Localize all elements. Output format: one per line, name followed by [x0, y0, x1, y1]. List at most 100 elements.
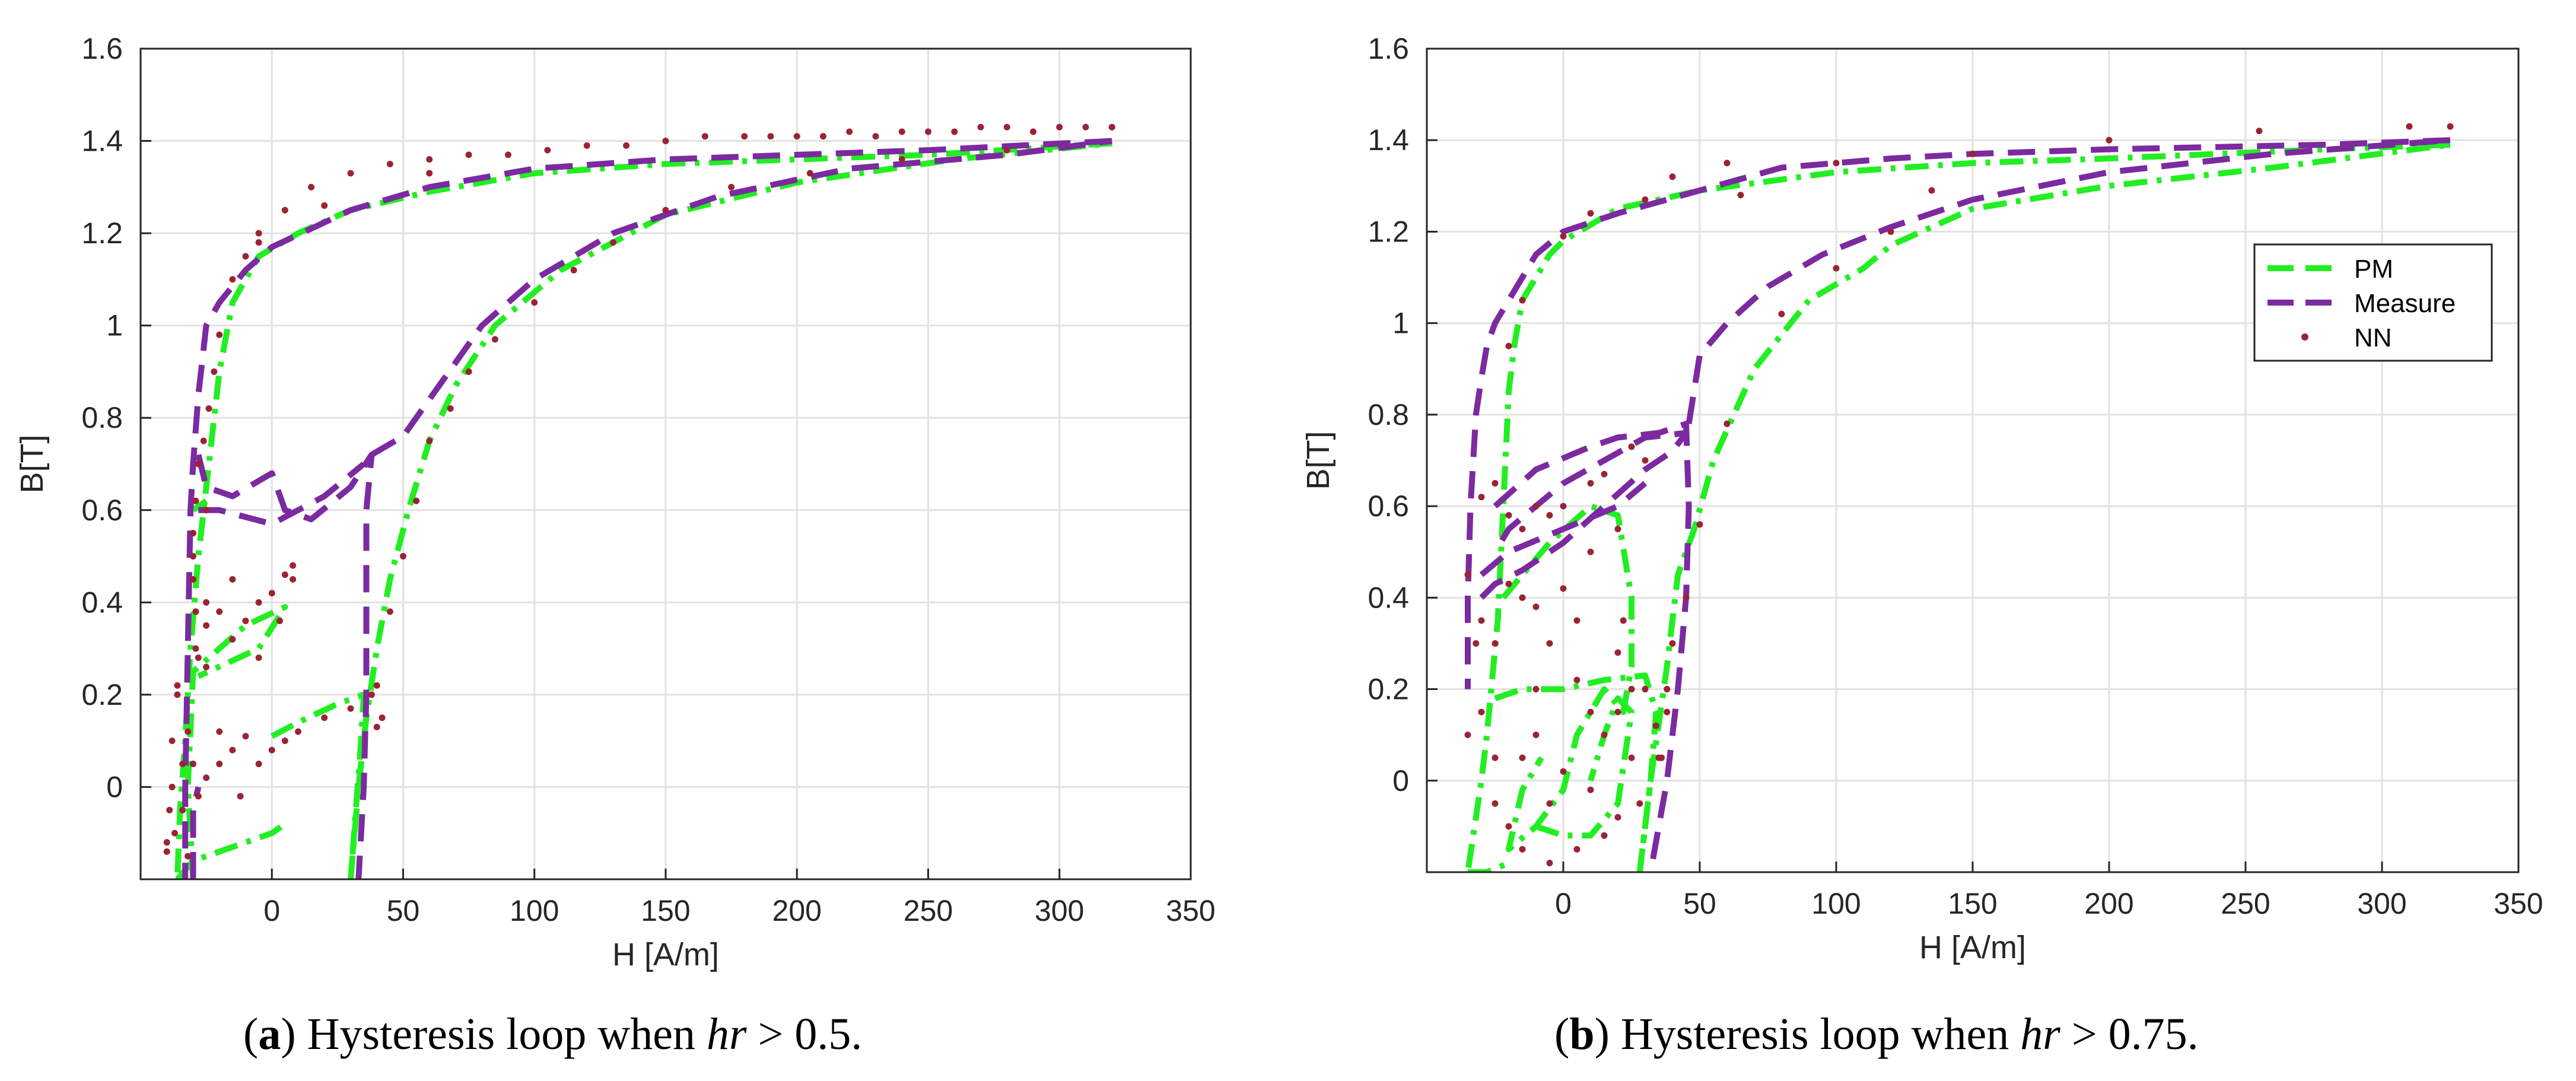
nn-point: [1519, 845, 1526, 853]
y-axis-label: B[T]: [14, 434, 50, 493]
nn-point: [1683, 594, 1690, 601]
nn-point: [308, 183, 315, 190]
y-tick-label: 0.2: [81, 678, 123, 711]
nn-point: [373, 723, 380, 730]
legend-nn-label: NN: [2354, 323, 2392, 352]
plot-frame: [139, 47, 1192, 880]
nn-point: [190, 576, 196, 583]
y-tick-label: 0.4: [81, 586, 123, 619]
nn-point: [295, 728, 301, 735]
caption-a-cond: > 0.5.: [758, 1009, 863, 1059]
nn-point: [1546, 512, 1553, 519]
nn-point: [1560, 503, 1567, 510]
nn-point: [1464, 732, 1471, 739]
nn-point: [1560, 233, 1567, 240]
nn-point: [174, 682, 181, 689]
nn-point: [2106, 136, 2113, 144]
nn-point: [1642, 686, 1649, 693]
nn-point: [1614, 813, 1621, 821]
nn-point: [168, 783, 176, 790]
nn-point: [1519, 297, 1526, 304]
nn-point: [211, 368, 218, 375]
caption-b-var: hr: [2020, 1009, 2060, 1059]
nn-point: [465, 368, 472, 375]
nn-point: [400, 553, 406, 560]
nn-point: [1464, 571, 1471, 578]
nn-point: [1628, 686, 1635, 693]
y-tick-label: 0.8: [1367, 398, 1409, 431]
plot-frame: [1426, 47, 2520, 873]
nn-point: [268, 590, 275, 597]
nn-point: [190, 530, 196, 537]
pm-series-line: [348, 140, 1112, 879]
nn-point: [195, 654, 202, 662]
x-tick-label: 200: [772, 894, 822, 927]
caption-b-cond: > 0.75.: [2071, 1009, 2199, 1059]
measure-series-line: [1479, 430, 1689, 600]
nn-point: [290, 576, 297, 583]
nn-point: [185, 853, 192, 860]
nn-point: [200, 437, 207, 444]
x-tick-label: 350: [1166, 894, 1215, 927]
nn-point: [1614, 526, 1621, 533]
measure-series-line: [1465, 137, 2451, 689]
caption-a-var: hr: [706, 1009, 747, 1059]
y-tick-label: 0.6: [81, 494, 123, 527]
nn-point: [1532, 603, 1540, 611]
nn-point: [242, 617, 249, 624]
nn-point: [2447, 123, 2454, 130]
nn-point: [1601, 470, 1608, 478]
nn-point: [701, 133, 708, 140]
nn-point: [1519, 754, 1526, 761]
nn-point: [426, 437, 433, 444]
nn-point: [741, 133, 748, 140]
nn-point: [1664, 686, 1671, 693]
pm-series-line: [1500, 503, 1634, 853]
nn-point: [1532, 503, 1540, 510]
nn-point: [321, 202, 328, 209]
nn-point: [1969, 150, 1976, 157]
nn-point: [185, 728, 192, 735]
nn-point: [1614, 708, 1621, 716]
y-tick-label: 0.6: [1367, 489, 1409, 523]
pm-series-line: [174, 140, 1112, 879]
y-tick-label: 1.4: [81, 125, 123, 158]
measure-series-line: [195, 452, 375, 879]
nn-point: [1887, 228, 1894, 235]
nn-point: [281, 206, 288, 214]
nn-point: [1546, 640, 1553, 647]
caption-b-tag: b: [1569, 1009, 1595, 1059]
legend-box: [2253, 243, 2493, 362]
nn-point: [610, 239, 616, 246]
y-tick-label: 0.8: [81, 401, 123, 434]
x-tick-label: 200: [2084, 887, 2133, 920]
y-tick-label: 1.2: [81, 217, 123, 250]
nn-point: [203, 599, 210, 606]
nn-point: [281, 737, 288, 745]
nn-point: [426, 156, 433, 163]
x-tick-label: 50: [387, 894, 420, 927]
nn-point: [1573, 617, 1580, 624]
caption-a-text: Hysteresis loop when: [307, 1009, 695, 1059]
nn-point: [1587, 786, 1594, 793]
nn-point: [347, 170, 354, 177]
nn-point: [290, 562, 297, 569]
nn-point: [229, 746, 236, 753]
nn-point: [898, 156, 905, 163]
nn-point: [255, 230, 262, 237]
nn-point: [413, 497, 420, 504]
nn-point: [1505, 823, 1512, 830]
nn-point: [368, 691, 375, 698]
nn-point: [1928, 187, 1935, 194]
nn-point: [447, 405, 454, 412]
nn-point: [216, 608, 223, 615]
nn-point: [951, 128, 958, 135]
nn-point: [1833, 265, 1840, 272]
nn-point: [216, 728, 223, 735]
nn-point: [623, 142, 630, 149]
nn-point: [192, 608, 199, 615]
nn-point: [242, 253, 249, 260]
nn-point: [195, 793, 202, 800]
nn-point: [190, 553, 196, 560]
